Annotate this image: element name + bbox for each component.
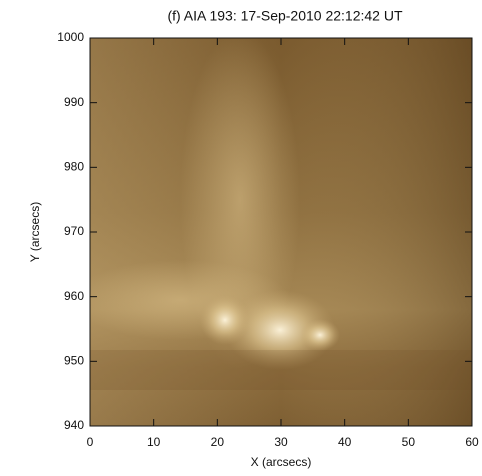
x-tick-label: 0 [87,435,94,449]
chart-title: (f) AIA 193: 17-Sep-2010 22:12:42 UT [167,8,402,24]
y-tick-label: 970 [64,224,84,238]
x-axis-label: X (arcsecs) [251,455,312,469]
x-tick-label: 60 [465,435,479,449]
x-tick-label: 10 [147,435,161,449]
y-tick-label: 960 [64,289,84,303]
x-tick-label: 30 [274,435,288,449]
y-axis-label: Y (arcsecs) [28,202,42,262]
y-tick-label: 950 [64,354,84,368]
x-tick-label: 40 [338,435,352,449]
y-tick-label: 1000 [57,30,84,44]
x-tick-label: 50 [402,435,416,449]
y-tick-label: 980 [64,160,84,174]
solar-image [90,38,472,426]
y-tick-label: 940 [64,418,84,432]
y-tick-label: 990 [64,95,84,109]
x-tick-label: 20 [211,435,225,449]
